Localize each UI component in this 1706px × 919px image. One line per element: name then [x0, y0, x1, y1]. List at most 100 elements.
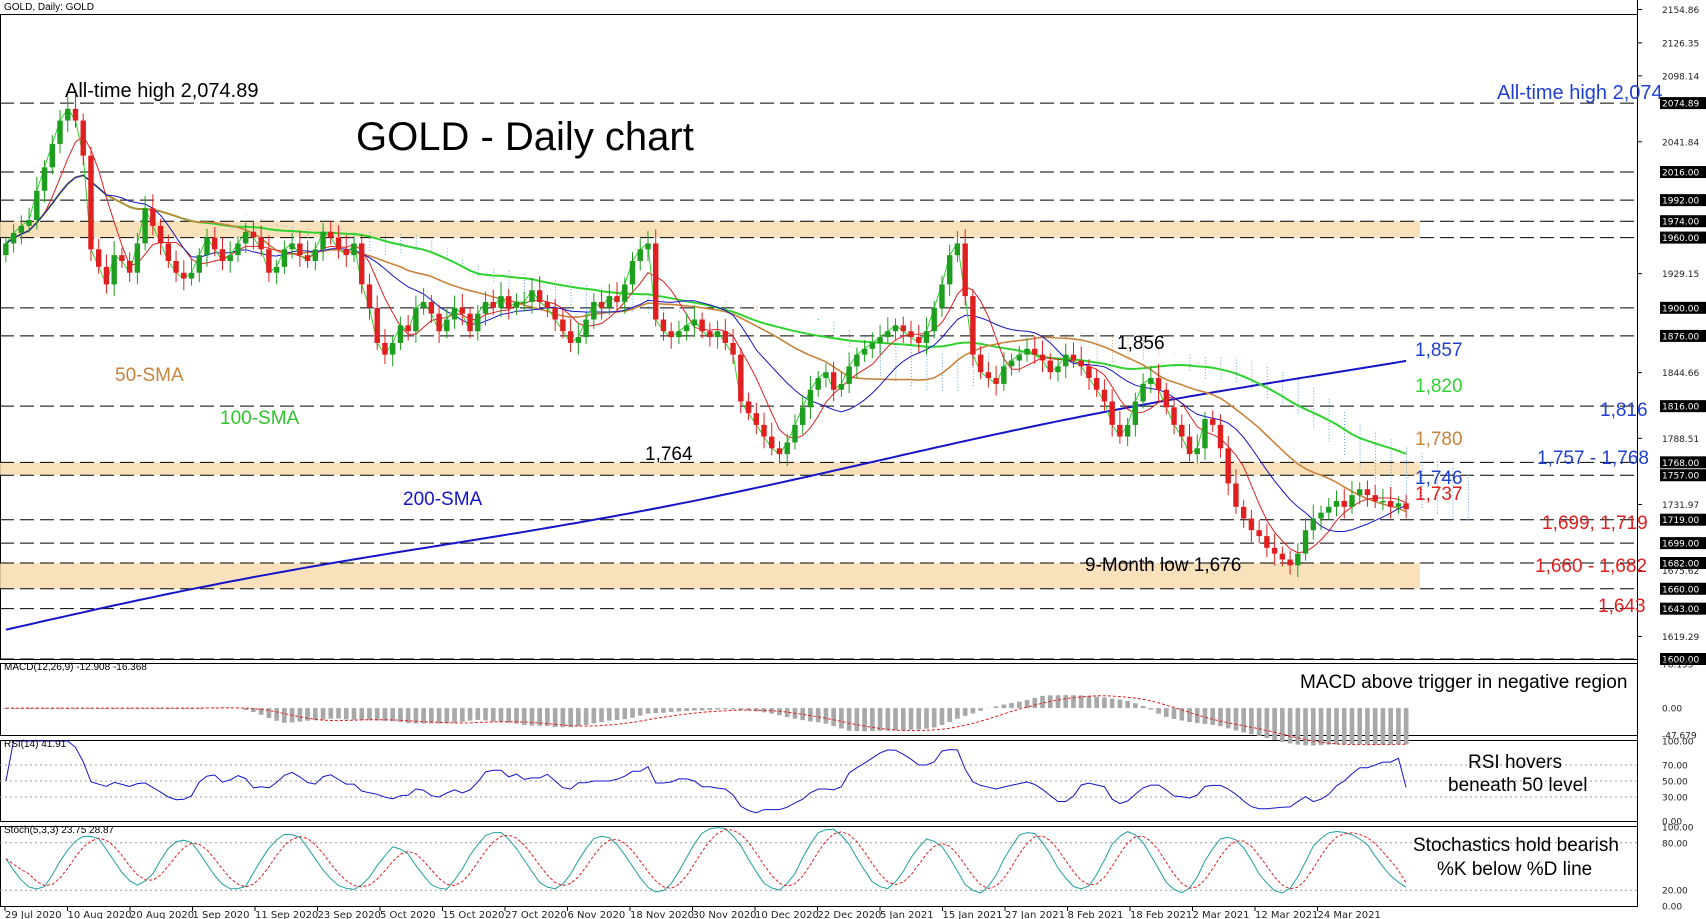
macd-histogram-bar	[243, 708, 249, 711]
macd-histogram-bar	[1280, 708, 1285, 742]
macd-histogram-bar	[893, 708, 898, 731]
macd-histogram-bar	[1365, 708, 1370, 745]
candle-body	[72, 108, 79, 121]
macd-histogram-bar	[661, 708, 666, 713]
candle-body	[629, 260, 636, 285]
macd-histogram-bar	[297, 708, 303, 722]
level-1757-1768-label: 1,757 - 1,768	[1537, 448, 1649, 469]
price-level-label: 1900.00	[1662, 304, 1699, 314]
candle-body	[80, 120, 86, 156]
candle-body	[676, 331, 682, 338]
candle-body	[506, 296, 512, 308]
candle-body	[1256, 530, 1262, 537]
x-tick-label: 11 Sep 2020	[255, 910, 318, 919]
price-level-box	[1660, 653, 1706, 665]
x-tick-label: 10 Dec 2020	[755, 910, 819, 919]
candle-body	[722, 331, 729, 343]
x-tick-label: 22 Dec 2020	[818, 910, 882, 919]
candle-body	[34, 190, 40, 221]
candle-body	[366, 284, 373, 308]
candle-body	[242, 231, 249, 244]
candle-body	[830, 372, 837, 390]
candle-body	[181, 272, 187, 279]
macd-histogram-bar	[521, 708, 527, 725]
candle-body	[892, 325, 899, 332]
price-level-label: 1768.00	[1662, 459, 1699, 469]
macd-histogram-bar	[444, 708, 450, 724]
candle-body	[536, 290, 543, 302]
candle-body	[10, 232, 17, 244]
macd-histogram-bar	[637, 708, 643, 716]
macd-histogram-bar	[545, 708, 550, 727]
candle-body	[769, 436, 775, 449]
macd-axis-label: 0.00	[1662, 705, 1682, 715]
candle-body	[273, 266, 280, 273]
macd-histogram-bar	[436, 708, 442, 724]
ath-label-right: All-time high 2,074	[1497, 82, 1663, 104]
macd-histogram-bar	[282, 708, 287, 723]
candle-body	[219, 249, 226, 261]
candle-body	[1132, 401, 1139, 425]
candle-body	[931, 307, 937, 332]
support-resistance-zone	[0, 563, 1420, 589]
macd-histogram-bar	[405, 708, 411, 724]
macd-histogram-bar	[877, 708, 883, 731]
rsi-axis-label: 30.00	[1662, 794, 1688, 804]
price-level-label: 2016.00	[1662, 169, 1699, 179]
price-level-label: 1992.00	[1662, 197, 1699, 207]
stoch-indicator-label: Stoch(5,3,3) 23.75 28.87	[4, 825, 115, 836]
candle-body	[606, 296, 613, 308]
candle-body	[1101, 389, 1108, 402]
candle-body	[1032, 348, 1038, 355]
candle-body	[1124, 424, 1131, 437]
macd-histogram-bar	[1403, 708, 1409, 745]
candle-body	[939, 284, 945, 308]
macd-histogram-bar	[784, 708, 790, 717]
candle-body	[289, 243, 295, 250]
candle-body	[444, 319, 450, 332]
macd-histogram-bar	[723, 708, 728, 710]
x-tick-label: 2 Mar 2021	[1193, 910, 1250, 919]
candle-body	[304, 255, 311, 261]
candle-body	[1163, 389, 1170, 408]
candle-body	[1326, 506, 1332, 513]
macd-histogram-bar	[668, 708, 674, 713]
macd-histogram-bar	[196, 708, 202, 710]
candle-body	[1295, 553, 1301, 566]
page-title: GOLD - Daily chart	[356, 115, 694, 159]
candle-body	[1279, 553, 1286, 560]
x-tick-label: 20 Aug 2020	[130, 910, 194, 919]
macd-histogram-bar	[1256, 708, 1262, 736]
macd-histogram-bar	[900, 708, 906, 731]
price-level-label: 1682.00	[1662, 560, 1699, 570]
candle-body	[985, 372, 992, 379]
macd-histogram-bar	[854, 708, 860, 732]
macd-histogram-bar	[343, 708, 349, 720]
candle-body	[1016, 354, 1023, 361]
candle-body	[529, 290, 535, 302]
candle-body	[235, 243, 241, 256]
candle-body	[598, 301, 605, 308]
main-panel	[0, 14, 1638, 660]
macd-histogram-bar	[970, 708, 976, 714]
macd-histogram-bar	[529, 708, 535, 726]
macd-histogram-bar	[506, 708, 512, 723]
macd-histogram-bar	[676, 708, 682, 712]
candle-body	[1240, 506, 1247, 519]
candle-body	[1008, 360, 1015, 367]
macd-histogram-bar	[1233, 708, 1239, 731]
macd-histogram-bar	[1063, 695, 1069, 709]
candle-body	[297, 243, 303, 256]
macd-histogram-bar	[1140, 706, 1146, 709]
candle-body	[1372, 495, 1378, 501]
sma100-line	[5, 174, 1407, 455]
macd-histogram-bar	[1388, 708, 1393, 745]
candle-body	[900, 325, 906, 332]
price-level-label: 1600.00	[1662, 656, 1699, 666]
price-level-box	[1660, 194, 1706, 207]
candle-body	[714, 331, 721, 338]
macd-histogram-bar	[1016, 701, 1022, 709]
macd-histogram-bar	[800, 708, 806, 721]
rsi-axis-label: 70.00	[1662, 762, 1688, 772]
macd-histogram-bar	[1133, 703, 1138, 709]
